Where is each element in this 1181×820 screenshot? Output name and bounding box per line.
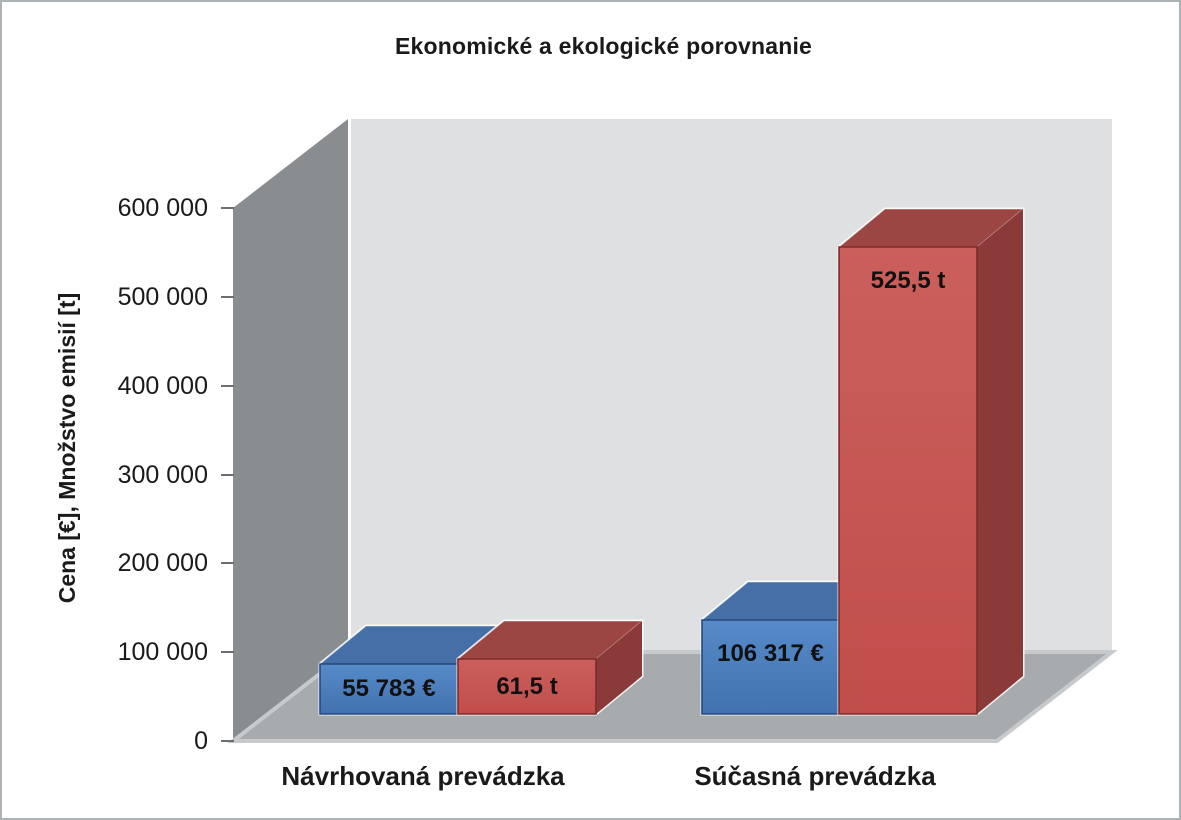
bar-front-face — [838, 246, 978, 715]
category-label: Návrhovaná prevádzka — [281, 761, 565, 791]
bar-data-label: 525,5 t — [870, 267, 946, 294]
bar-side-face — [596, 621, 642, 714]
y-tick-label: 100 000 — [117, 638, 208, 666]
bar-side-face — [977, 209, 1023, 714]
chart-title: Ekonomické a ekologické porovnanie — [394, 33, 813, 59]
category-label: Súčasná prevádzka — [694, 761, 936, 791]
bar-front-face — [457, 658, 597, 715]
bar-data-label: 55 783 € — [342, 675, 436, 702]
y-tick-label: 600 000 — [117, 194, 208, 222]
y-tick-label: 200 000 — [117, 549, 208, 577]
bars-layer — [318, 207, 1025, 716]
y-tick-label: 0 — [194, 727, 208, 755]
left-wall — [233, 119, 348, 741]
y-tick-label: 500 000 — [117, 283, 208, 311]
bar-data-label: 106 317 € — [717, 640, 824, 667]
y-tick-label: 400 000 — [117, 372, 208, 400]
bar-data-label: 61,5 t — [496, 672, 558, 700]
y-tick-label: 300 000 — [117, 461, 208, 489]
axis-layer — [221, 207, 234, 742]
